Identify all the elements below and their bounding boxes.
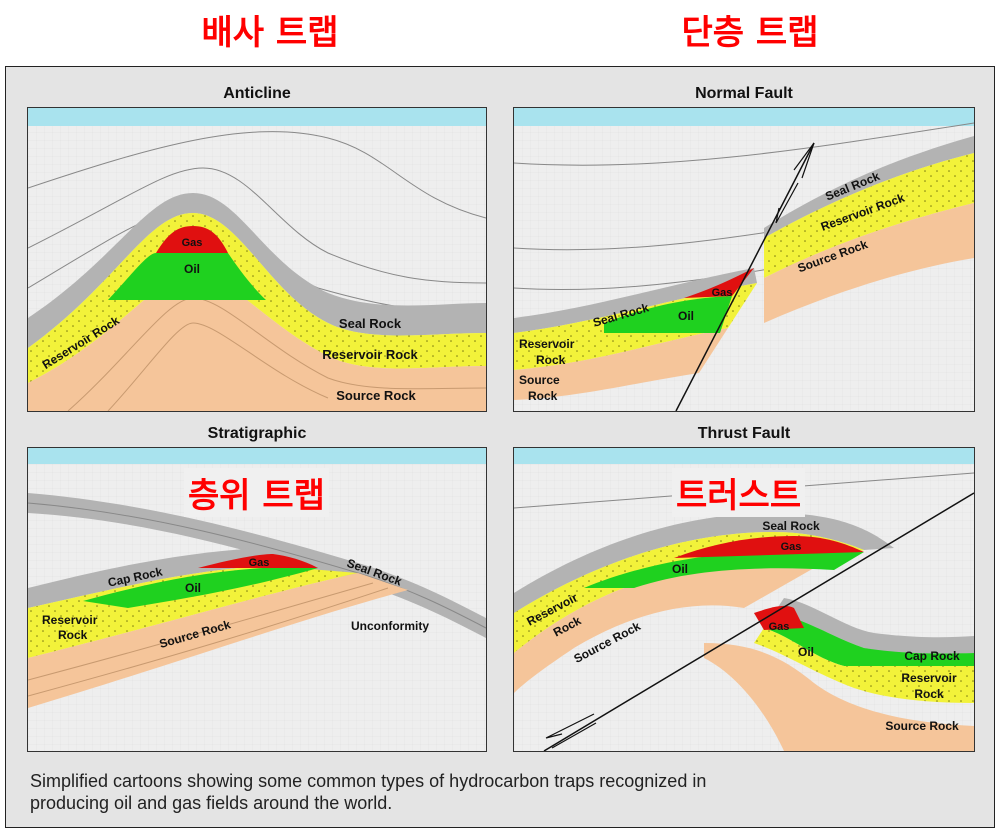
label-source-left-2: Rock — [528, 389, 558, 403]
source-layer — [28, 573, 408, 708]
panel-title-stratigraphic: Stratigraphic — [207, 425, 307, 442]
fault-arrow-down — [775, 182, 799, 224]
label-source-rock: Source Rock — [336, 388, 416, 403]
oil-zone-upper — [584, 552, 864, 588]
panel-title-thrust-fault: Thrust Fault — [697, 425, 791, 442]
label-reservoir-1: Reservoir — [42, 613, 98, 627]
oil-zone-lower — [764, 613, 974, 666]
fault-arrow-up — [793, 142, 815, 179]
overlay-thrust: 트러스트 — [672, 468, 806, 517]
fault-arrow-upper — [551, 722, 597, 749]
label-reservoir-2: Rock — [58, 628, 88, 642]
oil-zone — [83, 568, 318, 608]
header-title-anticline-trap: 배사 트랩 — [201, 13, 339, 53]
seal-layer — [28, 193, 486, 348]
label-oil: Oil — [678, 309, 694, 323]
label-seal-rock: Seal Rock — [339, 316, 402, 331]
label-reservoir-right-1: Reservoir — [901, 671, 957, 685]
anticline-diagram: Gas Oil Seal Rock Reservoir Rock Reservo… — [27, 107, 487, 412]
label-unconformity: Unconformity — [351, 619, 429, 633]
label-gas: Gas — [182, 237, 203, 249]
caption-line-1: Simplified cartoons showing some common … — [30, 771, 707, 791]
gas-zone-upper — [674, 536, 864, 558]
seal-layer-right — [764, 136, 974, 238]
source-layer-lower — [704, 643, 974, 751]
panel-title-normal-fault: Normal Fault — [695, 85, 793, 102]
oil-zone — [108, 253, 266, 300]
sea-layer — [514, 448, 974, 464]
source-layer — [28, 273, 486, 411]
panel-title-anticline: Anticline — [223, 85, 291, 102]
label-reservoir-left-2: Rock — [536, 353, 566, 367]
fault-arrow-lower — [545, 713, 595, 739]
source-layer-right — [764, 203, 974, 323]
label-oil-lower: Oil — [798, 645, 814, 659]
header-title-fault-trap: 단층 트랩 — [681, 13, 819, 53]
label-gas-upper: Gas — [781, 541, 802, 553]
overlay-stratigraphic-trap: 층위 트랩 — [184, 468, 329, 517]
sea-layer — [514, 108, 974, 126]
oil-zone — [604, 296, 732, 333]
cap-rock-layer — [28, 548, 273, 608]
label-gas-lower: Gas — [769, 621, 790, 633]
label-source-rock-right: Source Rock — [885, 719, 959, 733]
fault-line — [675, 142, 815, 411]
source-layer-left — [514, 328, 728, 400]
gas-zone — [684, 268, 754, 298]
seal-layer-lower — [774, 598, 974, 654]
gas-zone — [156, 226, 228, 253]
label-source-left-1: Source — [519, 373, 560, 387]
label-reservoir-left-1: Reservoir — [519, 337, 575, 351]
label-reservoir-right-2: Rock — [914, 687, 944, 701]
label-gas: Gas — [249, 557, 270, 569]
figure-caption: Simplified cartoons showing some common … — [30, 770, 970, 814]
normal-fault-diagram: Seal Rock Reservoir Rock Source Rock Sea… — [513, 107, 975, 412]
sea-layer — [28, 448, 486, 464]
thrust-fault-line — [543, 492, 974, 751]
gas-zone-lower — [754, 605, 804, 630]
label-oil-upper: Oil — [672, 562, 688, 576]
label-reservoir-rock: Reservoir Rock — [322, 347, 418, 362]
source-layer-upper — [514, 564, 814, 693]
label-gas: Gas — [712, 287, 733, 299]
label-cap-rock: Cap Rock — [904, 649, 960, 663]
seal-layer-upper — [514, 513, 894, 613]
label-oil: Oil — [185, 581, 201, 595]
label-oil: Oil — [184, 262, 200, 276]
seal-layer-left — [514, 268, 757, 333]
sea-layer — [28, 108, 486, 126]
label-seal-rock: Seal Rock — [762, 519, 820, 533]
caption-line-2: producing oil and gas fields around the … — [30, 793, 393, 813]
gas-zone — [198, 554, 318, 568]
